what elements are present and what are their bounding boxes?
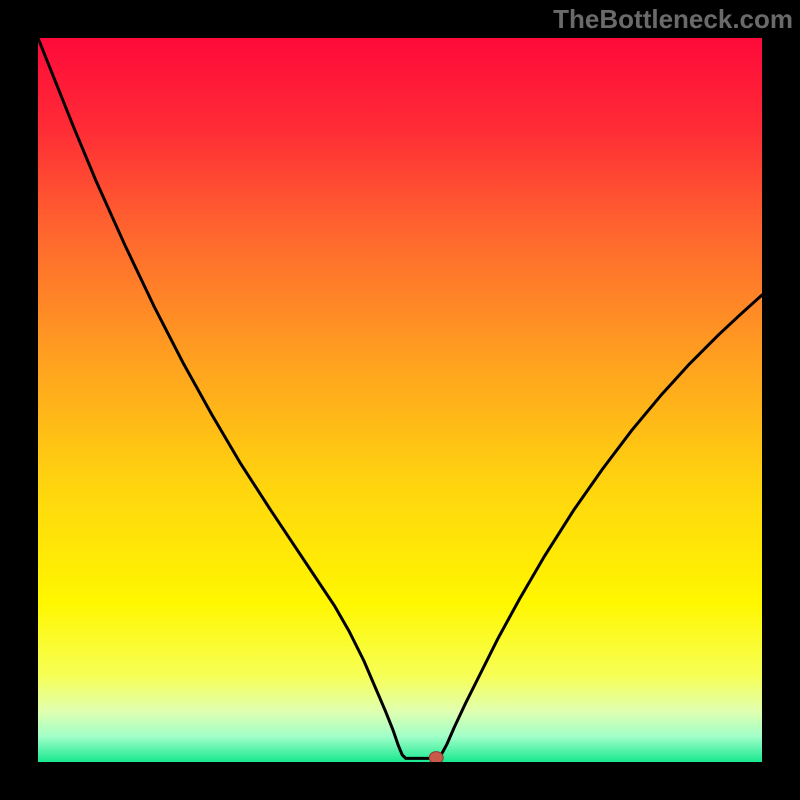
plot-area xyxy=(38,38,762,762)
gradient-background xyxy=(38,38,762,762)
optimum-marker xyxy=(429,752,443,762)
watermark-text: TheBottleneck.com xyxy=(553,4,793,35)
chart-frame: TheBottleneck.com xyxy=(0,0,800,800)
plot-svg xyxy=(38,38,762,762)
